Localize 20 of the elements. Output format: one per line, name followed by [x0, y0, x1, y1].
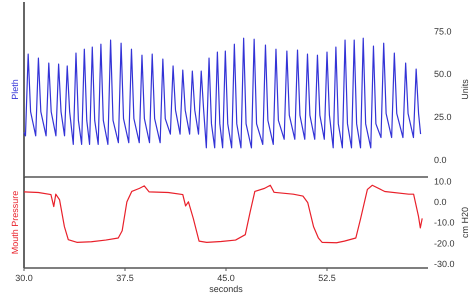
y-tick-label: -10.0	[434, 218, 455, 228]
x-tick-label: 37.5	[116, 273, 134, 283]
x-tick-label: 52.5	[318, 273, 336, 283]
x-tick-label: 45.0	[217, 273, 235, 283]
y-tick-label: 0.0	[434, 196, 447, 207]
y-axis-title: cm H20	[460, 206, 470, 238]
y-tick-label: 10.0	[434, 176, 452, 186]
line-series	[23, 184, 423, 244]
text: Mouth Pressure	[10, 190, 20, 254]
x-tick-label: 30.0	[15, 273, 33, 283]
y-tick-label: -20.0	[434, 238, 455, 248]
x-axis-title: seconds	[209, 284, 244, 294]
line-series	[23, 38, 422, 148]
y-tick-label: 0.0	[434, 154, 447, 165]
text: Pleth	[10, 79, 20, 100]
y-tick-label: 75.0	[434, 26, 452, 36]
y-tick-label: 50.0	[434, 69, 452, 80]
y-axis-title: Units	[460, 78, 470, 100]
y-tick-label: 25.0	[434, 112, 452, 122]
y-tick-label: -30.0	[434, 259, 455, 270]
